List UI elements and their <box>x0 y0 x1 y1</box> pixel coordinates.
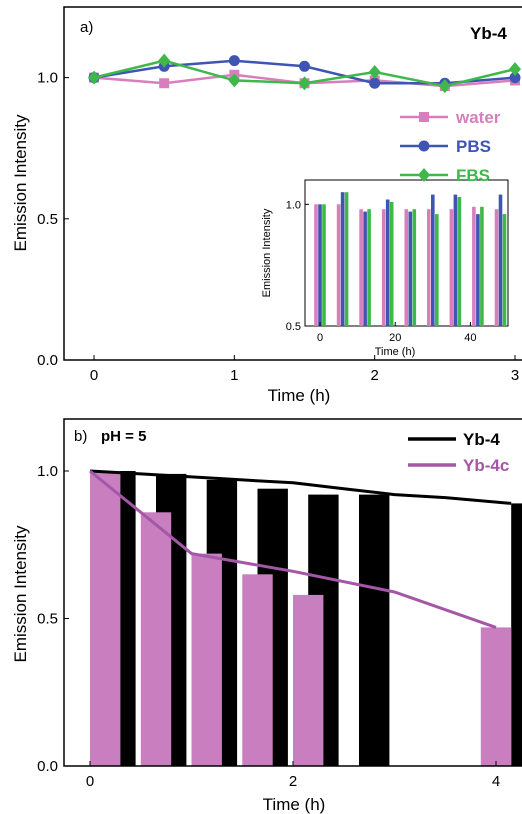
inset-bar-water <box>472 206 476 326</box>
panel-b-x-axis-label: Time (h) <box>263 795 326 814</box>
legend-label-water: water <box>455 108 501 127</box>
inset-bar-water <box>427 209 431 326</box>
inset-bar-water <box>494 209 499 326</box>
data-point-FBS <box>438 79 451 94</box>
legend-label-PBS: PBS <box>456 137 491 156</box>
data-point-FBS <box>298 76 311 91</box>
legend-marker-PBS <box>418 140 430 152</box>
panel-a-legend: water PBS FBS <box>400 108 501 185</box>
inset-bar-FBS <box>480 206 484 326</box>
inset-bar-PBS <box>318 204 322 326</box>
inset-bar-FBS <box>412 209 417 326</box>
inset-bar-PBS <box>385 199 390 326</box>
inset-bar-FBS <box>344 192 349 326</box>
panel-b-plot-frame <box>63 418 522 767</box>
panel-b-label: b) <box>74 428 87 445</box>
inset-bar-PBS <box>408 211 413 326</box>
panel-a-y-axis-label: Emission Intensity <box>11 114 30 251</box>
inset-bar-water <box>449 209 454 326</box>
bar-Yb-4c <box>90 471 121 766</box>
trend-line-Yb-4c <box>89 469 497 629</box>
inset-x-tick-label: 0 <box>317 332 323 344</box>
panel-a: 0 20 400.51.0 Time (h) Emission Intensity … <box>11 6 522 405</box>
trend-line-Yb-4 <box>89 469 512 505</box>
inset-y-tick-label: 0.5 <box>286 321 301 333</box>
inset-bar-water <box>404 209 409 326</box>
inset-bar-water <box>314 204 318 326</box>
inset-bar-FBS <box>502 214 507 326</box>
x-tick-label: 2 <box>289 773 297 790</box>
panel-b: 0 2 4 0.0 0.5 1.0 b) pH = 5 Yb-4 Yb-4c Time (h… <box>11 418 522 814</box>
x-tick-label: 3 <box>511 367 519 384</box>
inset-y-axis-label: Emission Intensity <box>261 208 273 297</box>
x-tick-label: 1 <box>230 367 238 384</box>
inset-bar-FBS <box>389 201 394 326</box>
y-tick-label: 0.0 <box>37 758 58 775</box>
panel-a-plot-frame <box>63 6 522 361</box>
bar-Yb-4 <box>359 494 390 766</box>
bar-Yb-4 <box>511 503 522 766</box>
panel-b-annotation: pH = 5 <box>101 428 146 445</box>
data-point-FBS <box>368 64 381 79</box>
data-point-PBS <box>228 55 240 67</box>
data-point-PBS <box>369 77 381 89</box>
bar-Yb-4c <box>242 574 273 767</box>
bar-Yb-4c <box>140 512 172 766</box>
y-tick-label: 1.0 <box>37 70 58 87</box>
x-tick-label: 2 <box>371 367 379 384</box>
legend-label-Yb-4c: Yb-4c <box>463 456 509 475</box>
inset-bar-water <box>359 209 363 326</box>
data-point-PBS <box>299 60 311 72</box>
data-point-FBS <box>228 73 241 88</box>
inset-bar-FBS <box>322 204 326 326</box>
data-point-FBS <box>158 53 171 68</box>
data-point-FBS <box>88 70 101 85</box>
inset-bar-FBS <box>457 197 462 326</box>
legend-label-Yb-4: Yb-4 <box>463 430 500 449</box>
inset-x-axis-label: Time (h) <box>375 346 416 358</box>
panel-a-x-axis-label: Time (h) <box>268 386 331 405</box>
inset-bar-water <box>336 204 341 326</box>
data-point-water <box>159 78 170 89</box>
legend-label-FBS: FBS <box>456 166 490 185</box>
inset-bar-PBS <box>340 192 345 326</box>
inset-bar-PBS <box>498 194 503 326</box>
y-tick-label: 0.5 <box>37 611 58 628</box>
inset-y-tick-label: 1.0 <box>286 199 301 211</box>
bar-Yb-4c <box>293 594 324 766</box>
panel-a-label: a) <box>80 19 93 36</box>
inset-chart: 0 20 40 0.5 1.0 Time (h) Emission Intensity <box>261 179 509 358</box>
y-tick-label: 1.0 <box>37 463 58 480</box>
x-tick-label: 4 <box>492 773 500 790</box>
inset-bar-FBS <box>367 209 371 326</box>
x-tick-label: 0 <box>86 773 94 790</box>
legend-marker-water <box>419 112 429 122</box>
inset-bar-PBS <box>363 211 367 326</box>
y-tick-label: 0.0 <box>37 352 58 369</box>
inset-bar-FBS <box>435 214 439 326</box>
x-tick-label: 0 <box>90 367 98 384</box>
y-tick-label: 0.5 <box>37 211 58 228</box>
panel-a-title: Yb-4 <box>470 24 507 43</box>
inset-bar-water <box>381 209 386 326</box>
inset-bar-PBS <box>476 214 480 326</box>
bar-Yb-4c <box>480 627 512 766</box>
bar-Yb-4c <box>191 553 222 766</box>
data-point-FBS <box>509 62 521 77</box>
data-point-PBS <box>509 72 521 84</box>
panel-b-legend: Yb-4 Yb-4c <box>408 430 509 475</box>
inset-bar-PBS <box>431 194 435 326</box>
inset-x-tick-label: 20 <box>389 332 401 344</box>
panel-b-y-axis-label: Emission Intensity <box>11 525 30 662</box>
inset-bar-PBS <box>453 194 458 326</box>
legend-marker-FBS <box>418 168 430 182</box>
inset-x-tick-label: 40 <box>464 332 476 344</box>
